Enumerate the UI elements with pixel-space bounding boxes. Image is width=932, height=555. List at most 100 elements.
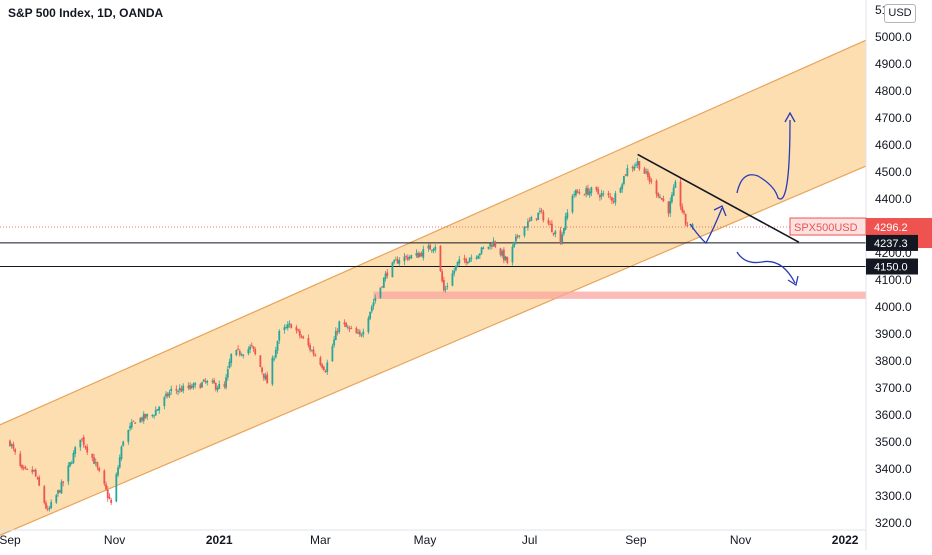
y-tick-label: 4500.0 <box>875 165 912 179</box>
y-tick-label: 3400.0 <box>875 462 912 476</box>
x-tick-label: Nov <box>104 533 125 547</box>
candle-body <box>204 381 207 383</box>
candle-body <box>480 247 483 254</box>
candle-body <box>117 467 119 476</box>
candle-body <box>10 444 13 446</box>
candle-body <box>367 318 370 333</box>
candle-body <box>93 457 95 464</box>
candle-body <box>252 346 255 349</box>
level-price-tag <box>866 234 918 251</box>
candle-body <box>607 193 610 196</box>
candle-body <box>142 413 145 421</box>
candle-body <box>478 253 481 256</box>
channel-lower-line[interactable] <box>0 165 867 536</box>
candle-body <box>408 257 411 259</box>
candle-body <box>271 357 274 385</box>
candle-body <box>144 413 147 418</box>
candle-body <box>74 447 77 454</box>
arrow-head-icon <box>784 111 796 123</box>
price-axis: 5100.05000.04900.04800.04700.04600.04500… <box>865 0 912 550</box>
candle-body <box>94 462 97 464</box>
x-tick-label: May <box>414 533 437 547</box>
candle-body <box>276 341 279 351</box>
x-tick-label: Mar <box>310 533 331 547</box>
scenario-breakout-arrow[interactable] <box>736 119 791 200</box>
candle-body <box>22 467 25 469</box>
support-zone-rect[interactable] <box>373 291 866 299</box>
candle-body <box>240 354 243 356</box>
channel-upper-line[interactable] <box>0 39 867 426</box>
candle-body <box>432 248 435 251</box>
candle-body <box>346 326 349 328</box>
candle-body <box>394 259 397 261</box>
candle-body <box>180 388 183 392</box>
candle-body <box>106 489 109 498</box>
candle-body <box>511 246 514 263</box>
candle-body <box>69 462 71 467</box>
candle-body <box>446 286 449 288</box>
candle-body <box>538 210 541 212</box>
candle-body <box>434 246 437 250</box>
descending-trendline[interactable] <box>637 153 800 243</box>
candle-body <box>62 481 65 483</box>
candle-body <box>566 212 569 218</box>
candle-body <box>242 354 245 356</box>
candle-body <box>396 259 399 264</box>
candle-body <box>82 437 85 446</box>
candle-body <box>547 220 550 224</box>
scenario-bounce-arrow[interactable] <box>689 207 723 245</box>
candle-body <box>357 332 360 334</box>
candle-body <box>415 252 418 256</box>
candle-body <box>326 362 329 372</box>
scenario-breakdown-arrow[interactable] <box>736 251 796 284</box>
candle-body <box>262 373 265 378</box>
candle-body <box>139 417 142 423</box>
candle-body <box>134 422 137 424</box>
candle-body <box>58 490 61 493</box>
candle-body <box>369 311 372 319</box>
candle-body <box>585 188 588 195</box>
candle-body <box>602 193 605 195</box>
candle-body <box>274 349 277 358</box>
candle-body <box>681 206 684 212</box>
candle-body <box>489 243 492 247</box>
candle-body <box>391 262 394 278</box>
candle-body <box>343 322 346 325</box>
candle-body <box>141 417 143 421</box>
candle-body <box>319 357 322 365</box>
candle-body <box>518 235 521 237</box>
candle-body <box>576 191 579 193</box>
candle-body <box>501 251 504 256</box>
candle-body <box>81 438 83 440</box>
candle-body <box>31 469 34 473</box>
candle-body <box>470 257 473 259</box>
candle-body <box>686 224 689 226</box>
candle-body <box>499 248 502 255</box>
candle-body <box>502 249 505 261</box>
candle-body <box>86 446 89 453</box>
candle-body <box>151 414 154 416</box>
candle-body <box>238 350 241 355</box>
candle-body <box>156 409 159 411</box>
candle-body <box>530 217 533 221</box>
candle-body <box>659 196 661 198</box>
candle-body <box>537 212 540 221</box>
candle-body <box>127 429 130 442</box>
currency-button[interactable]: USD <box>884 4 916 23</box>
candle-body <box>600 193 603 197</box>
candle-body <box>170 388 173 392</box>
y-tick-label: 3300.0 <box>875 489 912 503</box>
candle-body <box>259 355 262 368</box>
candle-body <box>384 273 387 279</box>
candle-body <box>46 508 49 510</box>
candle-body <box>410 255 413 259</box>
candle-body <box>33 469 35 472</box>
candle-body <box>96 462 99 468</box>
candle-body <box>334 330 337 341</box>
candle-body <box>662 198 665 202</box>
candle-body <box>504 256 507 260</box>
candle-body <box>213 380 215 384</box>
candle-body <box>406 256 409 260</box>
